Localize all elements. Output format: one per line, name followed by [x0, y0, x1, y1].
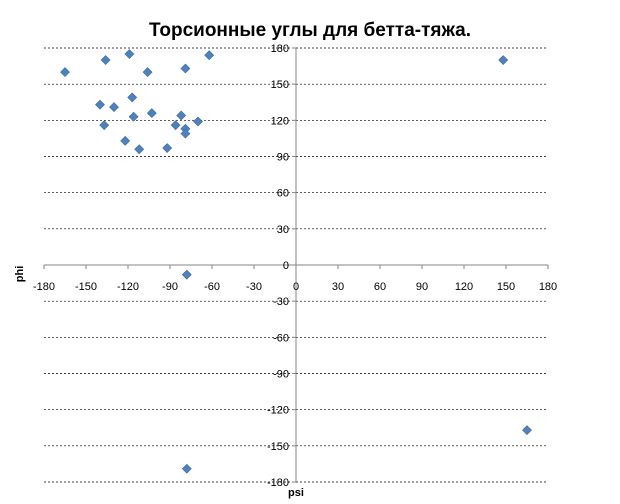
y-tick-label-9: -90	[273, 369, 289, 381]
data-point-6	[95, 99, 105, 110]
data-point-10	[176, 110, 187, 121]
y-axis-title: phi	[14, 266, 26, 283]
y-tick-label-0: 180	[271, 43, 289, 55]
y-tick-label-11: -150	[267, 441, 289, 453]
data-point-0	[60, 67, 70, 78]
data-point-19	[162, 143, 173, 153]
y-tick-label-4: 60	[277, 188, 289, 200]
x-tick-label-4: -60	[204, 281, 220, 293]
y-tick-label-5: 30	[277, 224, 289, 236]
y-tick-label-3: 90	[277, 152, 289, 164]
data-point-17	[120, 135, 131, 146]
x-tick-label-10: 120	[455, 281, 473, 293]
x-axis-title: psi	[288, 487, 304, 499]
data-point-5	[204, 50, 215, 61]
data-point-14	[193, 116, 203, 127]
data-point-23	[181, 463, 192, 474]
y-tick-label-1: 150	[271, 79, 289, 91]
data-points	[60, 49, 532, 474]
tick-labels: -180 -150 -120 -90 -60 -30 0 30 60 90 120 150 180 180…	[33, 43, 557, 489]
data-point-20	[181, 269, 192, 280]
data-point-7	[109, 102, 119, 112]
x-tick-label-12: 180	[539, 281, 557, 293]
y-tick-label-8: -60	[273, 332, 289, 344]
data-point-12	[128, 111, 139, 122]
x-tick-label-9: 90	[416, 281, 428, 293]
x-tick-label-2: -120	[117, 281, 139, 293]
x-tick-label-0: -180	[33, 281, 55, 293]
x-tick-label-1: -150	[75, 281, 97, 293]
data-point-1	[100, 55, 111, 65]
data-point-9	[146, 108, 157, 119]
axes	[43, 47, 549, 483]
data-point-21	[498, 55, 509, 65]
data-point-22	[522, 425, 532, 436]
x-tick-label-5: -30	[246, 281, 262, 293]
x-tick-label-8: 60	[374, 281, 386, 293]
data-point-11	[99, 120, 110, 131]
data-point-8	[127, 92, 138, 103]
y-tick-label-2: 120	[271, 115, 289, 127]
x-tick-label-3: -90	[162, 281, 178, 293]
x-tick-label-7: 30	[332, 281, 344, 293]
data-point-18	[134, 144, 145, 155]
data-point-3	[142, 67, 153, 78]
x-tick-label-6: 0	[293, 281, 299, 293]
data-point-2	[124, 49, 135, 59]
x-tick-label-11: 150	[497, 281, 515, 293]
chart-title: Торсионные углы для бетта-тяжа.	[149, 20, 471, 41]
data-point-13	[170, 120, 181, 131]
data-point-16	[180, 128, 191, 139]
y-tick-label-12: -180	[267, 477, 289, 489]
data-point-4	[180, 63, 191, 74]
y-tick-label-10: -120	[267, 405, 289, 417]
y-tick-label-7: -30	[273, 296, 289, 308]
y-tick-label-6: 0	[283, 260, 289, 272]
